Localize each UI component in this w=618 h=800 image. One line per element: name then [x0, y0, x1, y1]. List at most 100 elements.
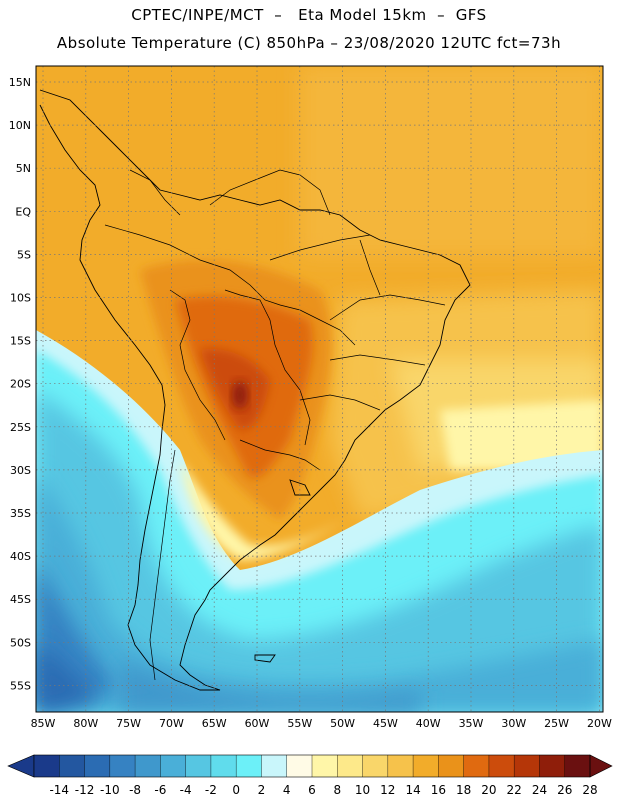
border-states-5 — [359, 239, 381, 296]
field-cold-s — [120, 660, 420, 712]
field-atlantic-pale — [440, 400, 603, 470]
longitude-label: 70W — [159, 717, 184, 730]
colorbar-swatch — [564, 755, 591, 777]
colorbar-swatch — [387, 755, 414, 777]
colorbar-arrow-left — [7, 754, 35, 778]
colorbar-arrow-right — [589, 754, 613, 778]
latitude-label: 35S — [10, 507, 31, 520]
longitude-label: 75W — [116, 717, 141, 730]
colorbar-label: 22 — [507, 783, 522, 797]
colorbar — [7, 754, 613, 778]
colorbar-swatch — [210, 755, 237, 777]
border-5 — [209, 169, 331, 216]
longitude-label: 85W — [31, 717, 56, 730]
temperature-field — [36, 66, 603, 712]
latitude-label: 50S — [10, 636, 31, 649]
border-states-1 — [329, 294, 446, 321]
colorbar-label: 2 — [258, 783, 266, 797]
latitude-label: 20S — [10, 378, 31, 391]
longitude-label: 65W — [202, 717, 227, 730]
latitude-label: 10N — [9, 119, 31, 132]
colorbar-label: 10 — [355, 783, 370, 797]
colorbar-label: -10 — [100, 783, 120, 797]
colorbar-label: 24 — [532, 783, 547, 797]
colorbar-swatch — [413, 755, 439, 777]
colorbar-label: -12 — [75, 783, 95, 797]
field-tropics-north — [300, 66, 603, 256]
longitude-label: 30W — [501, 717, 526, 730]
lagoon-outline — [289, 479, 311, 496]
colorbar-label: 14 — [405, 783, 420, 797]
longitude-label: 25W — [544, 717, 569, 730]
colorbar-label: -14 — [49, 783, 69, 797]
graticule — [36, 66, 603, 712]
longitude-label: 50W — [330, 717, 355, 730]
colorbar-label: -6 — [154, 783, 166, 797]
latitude-label: 10S — [10, 292, 31, 305]
latitude-label: 15N — [9, 76, 31, 89]
colorbar-swatch — [84, 755, 111, 777]
colorbar-label: 4 — [283, 783, 291, 797]
colorbar-swatch — [488, 755, 515, 777]
border-states-2 — [329, 354, 426, 366]
colorbar-swatch — [261, 755, 288, 777]
colorbar-swatch — [160, 755, 186, 777]
field-max-spot — [232, 381, 248, 409]
field-cold-corner — [36, 640, 100, 712]
country-borders — [104, 169, 446, 681]
colorbar-swatch — [59, 755, 85, 777]
latitude-label: 55S — [10, 679, 31, 692]
colorbar-label: -8 — [129, 783, 141, 797]
colorbar-label: -2 — [205, 783, 217, 797]
colorbar-swatch — [286, 755, 313, 777]
colorbar-label: 0 — [232, 783, 240, 797]
colorbar-swatch — [514, 755, 540, 777]
colorbar-swatch — [135, 755, 161, 777]
colorbar-label: 16 — [431, 783, 446, 797]
coastline — [39, 89, 471, 691]
map-frame — [35, 65, 604, 713]
colorbar-swatch — [463, 755, 490, 777]
border-4 — [239, 439, 321, 471]
longitude-label: 60W — [245, 717, 270, 730]
border-3 — [224, 289, 311, 446]
colorbar-label: 18 — [456, 783, 471, 797]
border-2 — [169, 289, 226, 441]
longitude-labels: 85W 80W 75W 70W 65W 60W 55W 50W 45W 40W 35W 30W 25W 2… — [31, 717, 612, 730]
border-states-4 — [269, 234, 371, 261]
longitude-label: 40W — [416, 717, 441, 730]
colorbar-label: 26 — [557, 783, 572, 797]
field-cold-mid — [36, 390, 603, 712]
colorbar-label: 20 — [481, 783, 496, 797]
colorbar-label: -4 — [180, 783, 192, 797]
coastline-south-america — [39, 89, 471, 691]
longitude-label: 35W — [459, 717, 484, 730]
colorbar-swatch — [312, 755, 338, 777]
colorbar-swatch — [109, 755, 136, 777]
latitude-label: 30S — [10, 464, 31, 477]
latitude-label: 45S — [10, 593, 31, 606]
colorbar-swatch — [438, 755, 464, 777]
colorbar-swatch — [539, 755, 566, 777]
latitude-label: 15S — [10, 335, 31, 348]
colorbar-swatch — [236, 755, 262, 777]
longitude-label: 45W — [373, 717, 398, 730]
title-line-1: CPTEC/INPE/MCT – Eta Model 15km – GFS — [131, 6, 487, 24]
latitude-label: 5N — [16, 162, 31, 175]
longitude-label: 20W — [587, 717, 612, 730]
colorbar-label: 28 — [582, 783, 597, 797]
falklands-outline — [254, 654, 276, 663]
longitude-label: 80W — [73, 717, 98, 730]
longitude-label: 55W — [287, 717, 312, 730]
colorbar-swatch — [362, 755, 389, 777]
border-states-3 — [299, 394, 381, 411]
colorbar-label: 8 — [333, 783, 341, 797]
latitude-labels: 15N 10N 5N EQ 5S 10S 15S 20S 25S 30S 35S 40S 45S 50S 5… — [9, 76, 32, 692]
border-1 — [104, 224, 356, 346]
latitude-label: 5S — [17, 248, 31, 261]
colorbar-label: 6 — [308, 783, 316, 797]
border-andes — [149, 449, 176, 681]
colorbar-swatch — [185, 755, 212, 777]
latitude-label: 40S — [10, 550, 31, 563]
